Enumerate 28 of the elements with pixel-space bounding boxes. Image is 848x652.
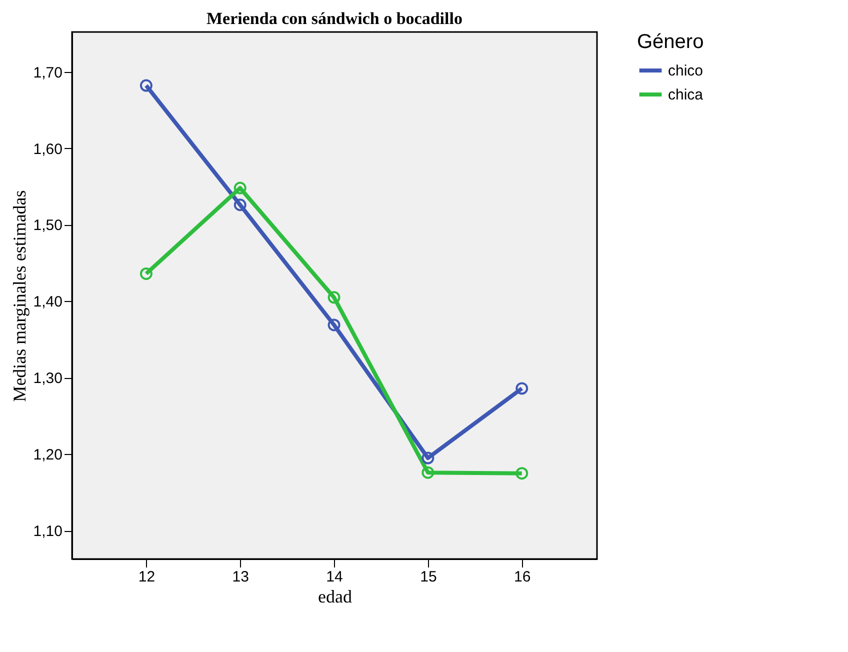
y-tick-label: 1,70 [33, 64, 62, 82]
y-tick-label: 1,50 [33, 217, 62, 234]
point [516, 467, 528, 480]
x-tick-label: 16 [514, 568, 531, 586]
point [140, 79, 152, 92]
point [422, 466, 434, 479]
point [422, 452, 434, 464]
point [140, 267, 152, 280]
x-tick-label: 14 [326, 568, 343, 586]
x-tick-label: 12 [138, 568, 156, 586]
y-tick-label: 1,40 [33, 294, 62, 311]
x-tick-label: 13 [232, 568, 249, 586]
y-tick-label: 1,30 [33, 370, 62, 388]
legend-title: Género [637, 31, 704, 53]
point [328, 291, 340, 304]
x-tick-label: 15 [420, 568, 437, 586]
y-tick-label: 1,10 [33, 523, 62, 540]
y-tick-label: 1,20 [33, 446, 62, 464]
x-axis-title: edad [318, 586, 352, 606]
y-axis-title: Medias marginales estimadas [9, 190, 30, 402]
point [234, 182, 246, 194]
point [516, 382, 528, 395]
point [328, 318, 340, 332]
legend-label: chica [668, 86, 704, 104]
chart-title: Merienda con sándwich o bocadillo [206, 9, 462, 28]
legend-label: chico [668, 62, 704, 80]
y-tick-label: 1,60 [33, 140, 62, 158]
point [234, 198, 246, 212]
